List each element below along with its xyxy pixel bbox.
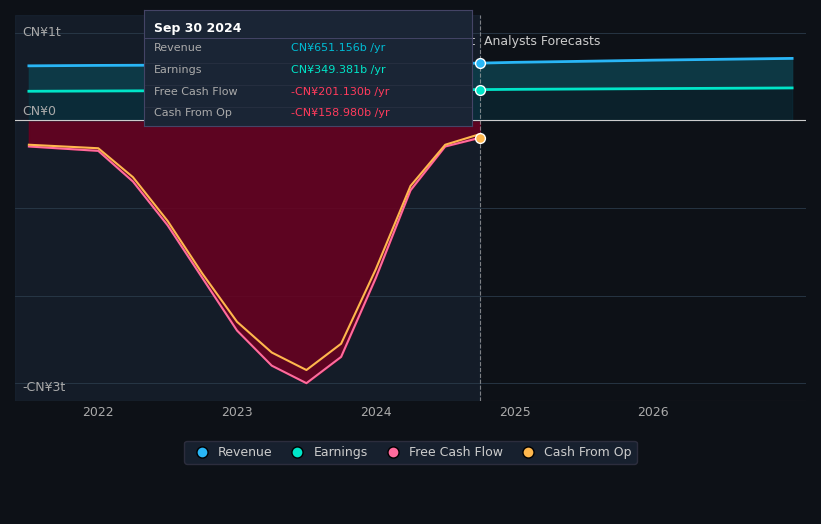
Text: Analysts Forecasts: Analysts Forecasts	[484, 35, 600, 48]
Text: -CN¥201.130b /yr: -CN¥201.130b /yr	[291, 86, 390, 96]
Point	[474, 134, 487, 142]
Text: Sep 30 2024: Sep 30 2024	[154, 22, 241, 35]
Text: CN¥1t: CN¥1t	[22, 26, 61, 39]
Text: CN¥0: CN¥0	[22, 105, 56, 117]
Text: Revenue: Revenue	[154, 43, 202, 53]
Text: Earnings: Earnings	[154, 64, 202, 74]
Text: -CN¥158.980b /yr: -CN¥158.980b /yr	[291, 108, 390, 118]
Text: Cash From Op: Cash From Op	[154, 108, 232, 118]
Point	[474, 85, 487, 94]
Bar	[15, 15, 480, 401]
Point	[474, 59, 487, 67]
Text: Free Cash Flow: Free Cash Flow	[154, 86, 237, 96]
Text: CN¥651.156b /yr: CN¥651.156b /yr	[291, 43, 386, 53]
Text: Past: Past	[450, 35, 475, 48]
Legend: Revenue, Earnings, Free Cash Flow, Cash From Op: Revenue, Earnings, Free Cash Flow, Cash …	[184, 441, 637, 464]
Text: CN¥349.381b /yr: CN¥349.381b /yr	[291, 64, 386, 74]
Text: -CN¥3t: -CN¥3t	[22, 381, 65, 394]
